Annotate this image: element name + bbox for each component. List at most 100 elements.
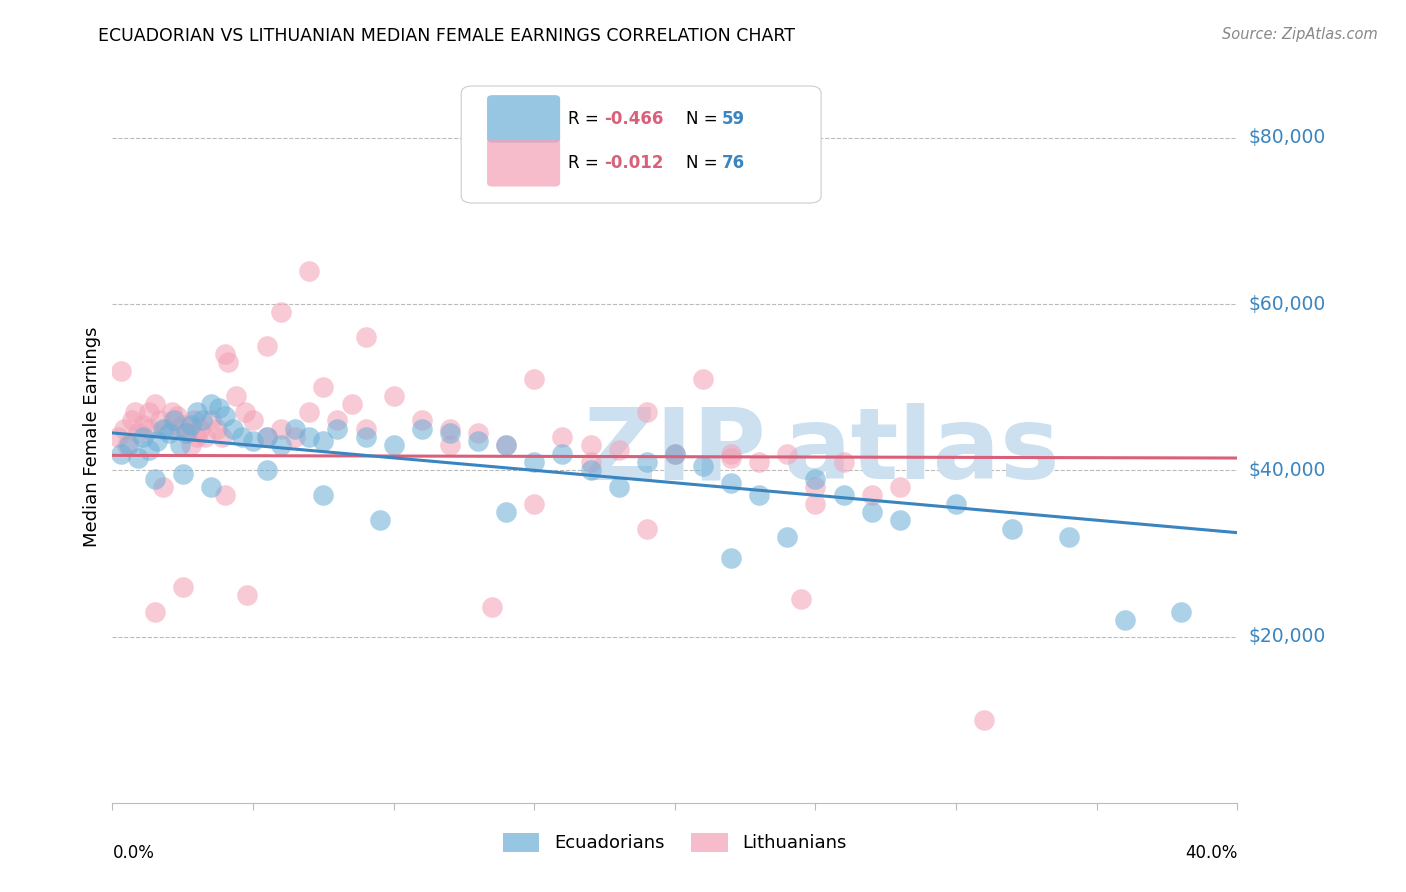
Point [720,550,742,565]
Point [804,480,827,494]
Point [217,355,239,369]
Point [860,488,883,502]
Point [157,425,180,440]
Point [143,605,166,619]
Point [326,422,349,436]
Point [973,713,995,727]
Point [312,488,335,502]
Point [152,480,174,494]
Point [298,405,321,419]
Point [495,438,517,452]
Point [242,434,264,449]
Point [112,422,135,436]
Text: 40.0%: 40.0% [1185,845,1237,863]
Point [172,417,194,432]
Point [110,447,132,461]
Point [169,422,191,436]
Point [242,413,264,427]
Point [467,434,489,449]
Point [110,363,132,377]
Point [326,413,349,427]
Point [523,497,546,511]
Text: -0.466: -0.466 [605,110,664,128]
Point [180,438,202,452]
Point [607,442,630,457]
Point [188,422,211,436]
Point [945,497,967,511]
Point [121,413,143,427]
Point [790,592,813,607]
Point [149,413,172,427]
Point [495,505,517,519]
Point [200,480,222,494]
Text: N =: N = [686,153,723,172]
Point [889,480,911,494]
Point [860,505,883,519]
Point [138,405,160,419]
Point [127,425,149,440]
Point [804,497,827,511]
Point [481,600,503,615]
Point [143,397,166,411]
Point [256,430,278,444]
Point [115,438,138,452]
Point [1057,530,1080,544]
Point [664,447,686,461]
Point [256,338,278,352]
Text: -0.012: -0.012 [605,153,664,172]
Point [832,455,855,469]
Point [138,442,160,457]
Point [231,430,253,444]
Point [1114,613,1136,627]
Text: $80,000: $80,000 [1249,128,1326,147]
Point [298,264,321,278]
Point [132,430,155,444]
Point [411,422,433,436]
Point [636,521,658,535]
Point [439,438,461,452]
Point [368,513,391,527]
Text: atlas: atlas [785,403,1060,500]
Point [720,450,742,465]
Text: 0.0%: 0.0% [112,845,155,863]
Text: 59: 59 [723,110,745,128]
Point [270,422,292,436]
Text: N =: N = [686,110,723,128]
Text: $60,000: $60,000 [1249,294,1326,314]
Point [607,480,630,494]
Point [495,438,517,452]
Point [143,472,166,486]
Point [1001,521,1024,535]
Point [172,467,194,482]
Point [551,430,574,444]
Point [194,430,217,444]
Point [579,438,602,452]
Point [776,530,799,544]
Point [256,430,278,444]
Point [664,447,686,461]
Point [889,513,911,527]
Point [222,422,245,436]
Point [155,422,177,436]
Point [551,447,574,461]
Point [236,588,259,602]
Text: R =: R = [568,110,605,128]
Point [180,417,202,432]
Point [467,425,489,440]
Point [214,409,236,424]
Point [177,425,200,440]
Point [205,422,228,436]
Point [636,405,658,419]
Point [340,397,363,411]
Legend: Ecuadorians, Lithuanians: Ecuadorians, Lithuanians [496,826,853,860]
Text: Source: ZipAtlas.com: Source: ZipAtlas.com [1222,27,1378,42]
Point [118,438,141,452]
Point [523,455,546,469]
Point [191,413,214,427]
Point [172,580,194,594]
Point [132,417,155,432]
Point [748,455,770,469]
Point [748,488,770,502]
Point [382,438,405,452]
Point [186,405,208,419]
